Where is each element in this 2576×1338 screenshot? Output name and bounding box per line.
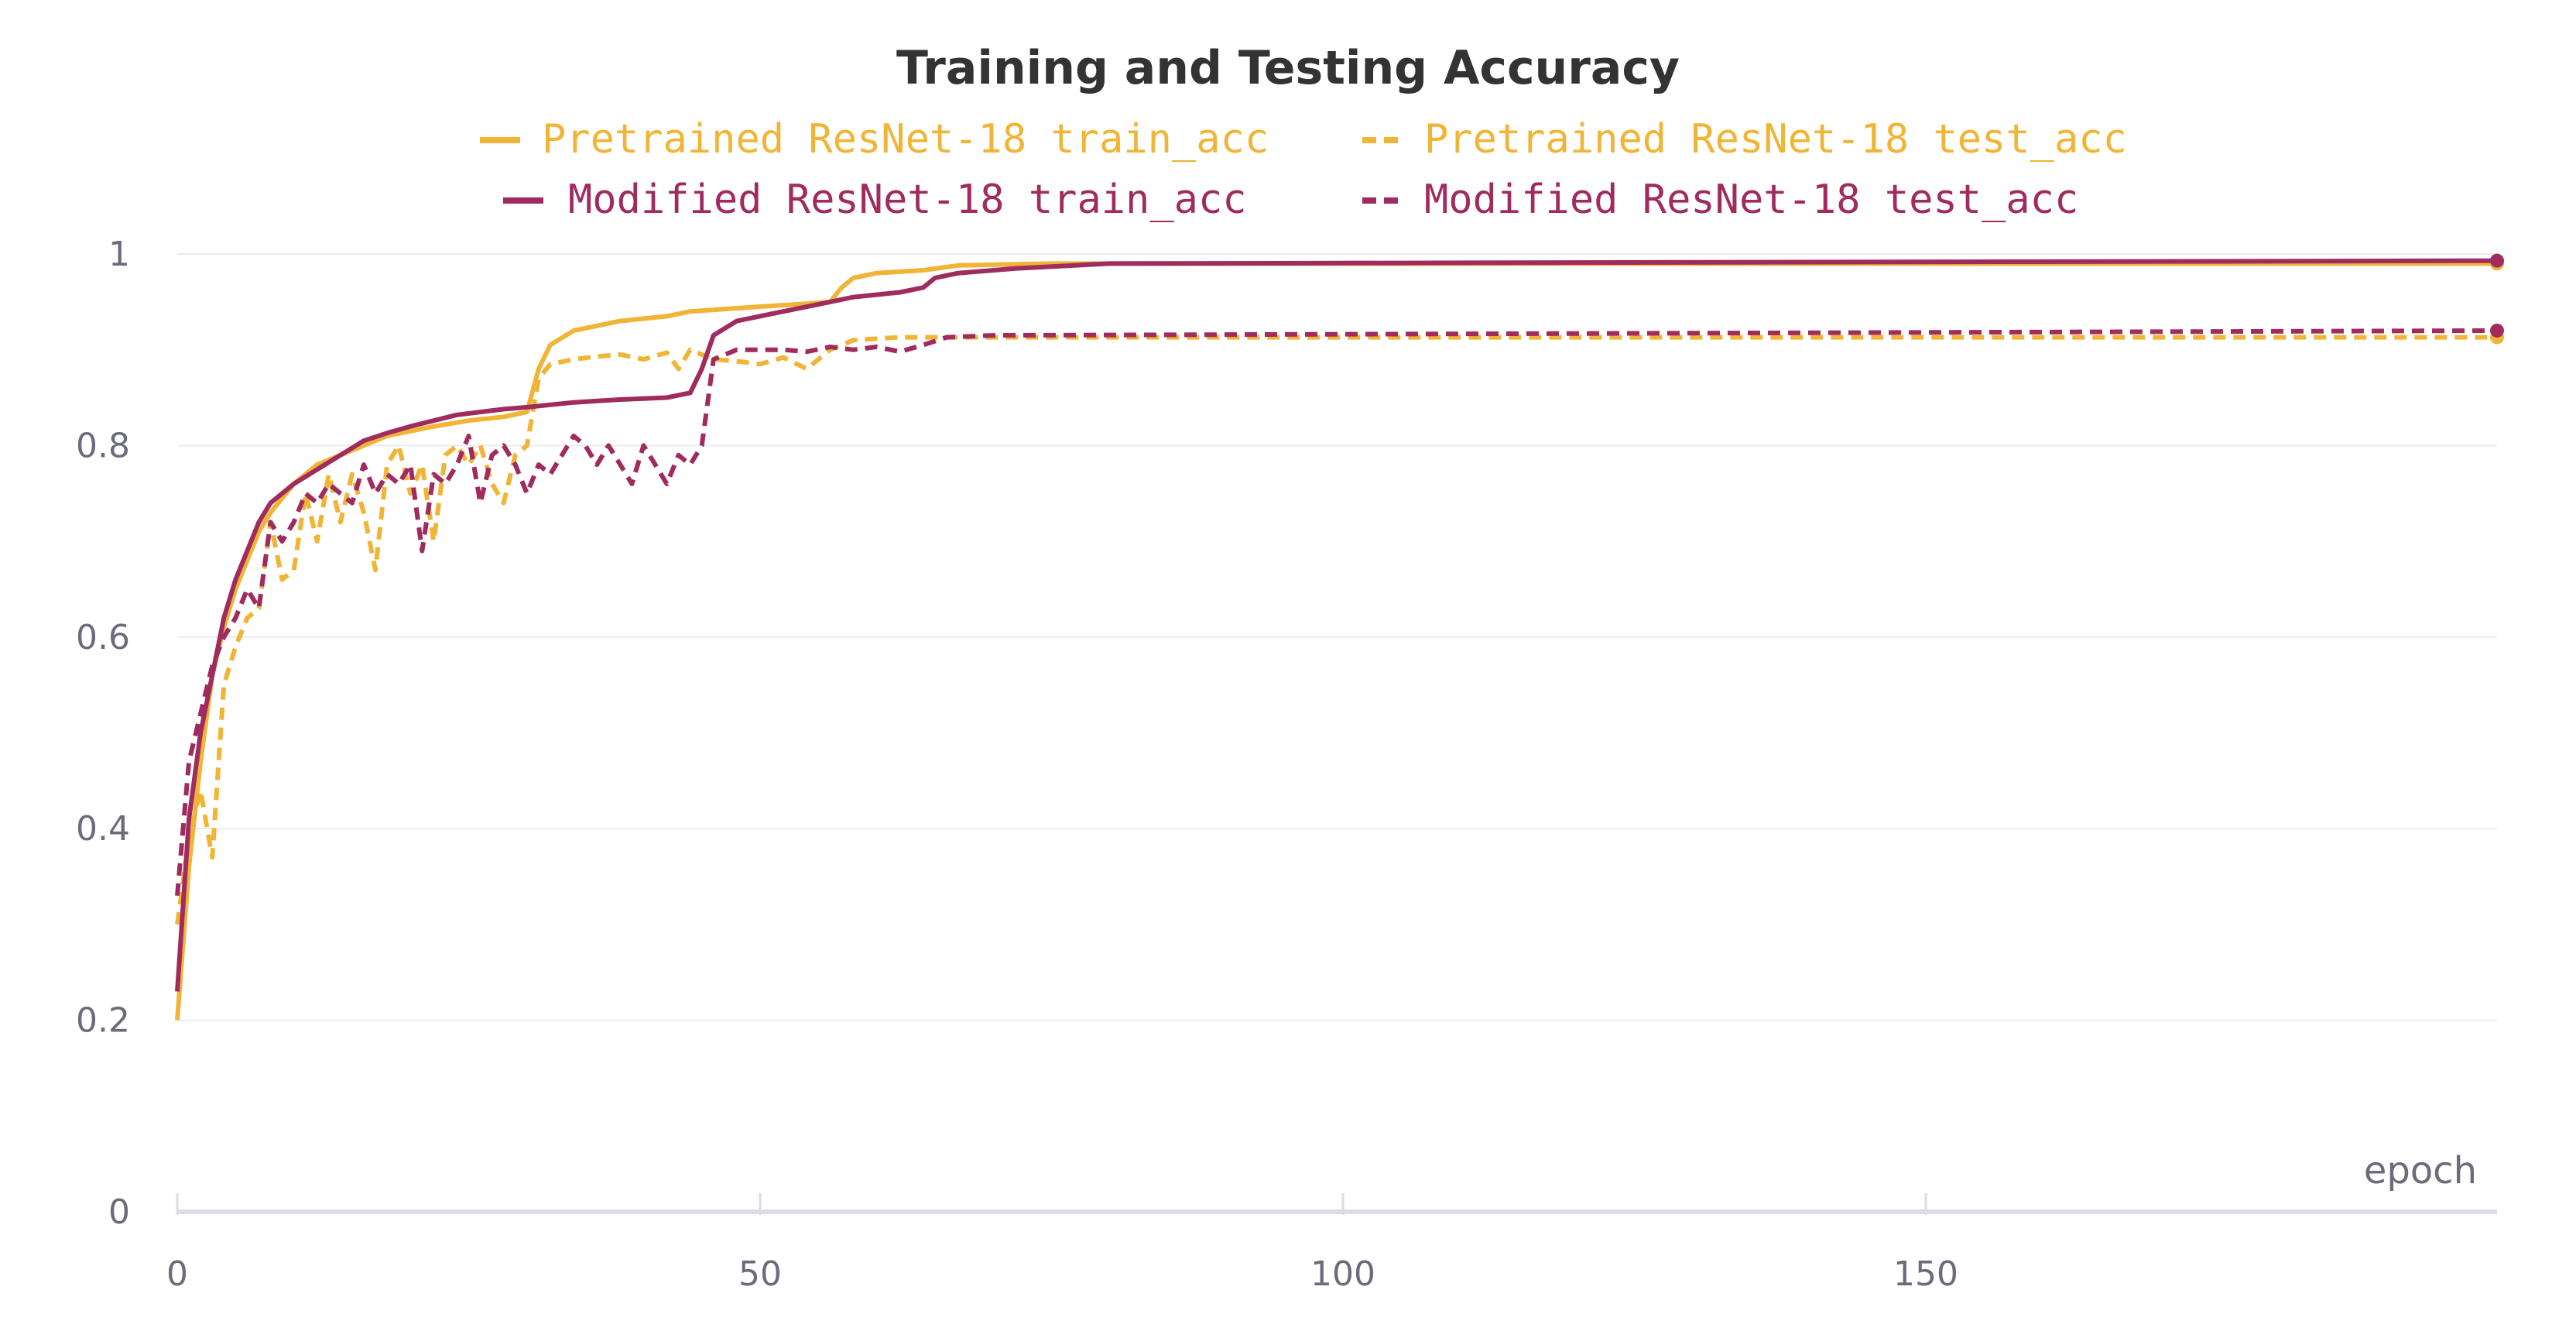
legend-label: Modified ResNet-18 train_acc xyxy=(568,177,1247,223)
legend: Pretrained ResNet-18 train_acc Pretrained… xyxy=(480,116,2127,223)
series-end-point xyxy=(2490,253,2504,268)
y-tick-label: 0.2 xyxy=(76,1001,130,1041)
grid-lines xyxy=(177,253,2497,1021)
y-tick-label: 0.8 xyxy=(76,426,130,465)
x-tick-label: 150 xyxy=(1893,1254,1958,1294)
series-line xyxy=(175,334,2497,925)
x-axis: 0 50 100 150 xyxy=(166,1193,2497,1294)
chart-title: Training and Testing Accuracy xyxy=(896,41,1680,95)
legend-label: Pretrained ResNet-18 test_acc xyxy=(1424,116,2127,163)
x-tick-label: 50 xyxy=(738,1254,782,1294)
series-line xyxy=(175,258,2498,992)
series-line xyxy=(175,328,2498,897)
series-lines xyxy=(175,253,2504,1021)
y-tick-label: 0.4 xyxy=(76,809,130,849)
legend-label: Modified ResNet-18 test_acc xyxy=(1424,177,2078,223)
legend-label: Pretrained ResNet-18 train_acc xyxy=(542,116,1269,163)
x-tick-label: 100 xyxy=(1310,1254,1375,1294)
y-tick-label: 0 xyxy=(108,1192,130,1232)
x-axis-label: epoch xyxy=(2364,1149,2477,1192)
series-line xyxy=(175,261,2497,1021)
series-end-point xyxy=(2490,323,2504,338)
y-tick-label: 0.6 xyxy=(76,618,130,657)
x-tick-label: 0 xyxy=(166,1254,188,1294)
y-tick-label: 1 xyxy=(108,235,130,274)
y-axis: 0 0.2 0.4 0.6 0.8 1 xyxy=(76,235,130,1232)
